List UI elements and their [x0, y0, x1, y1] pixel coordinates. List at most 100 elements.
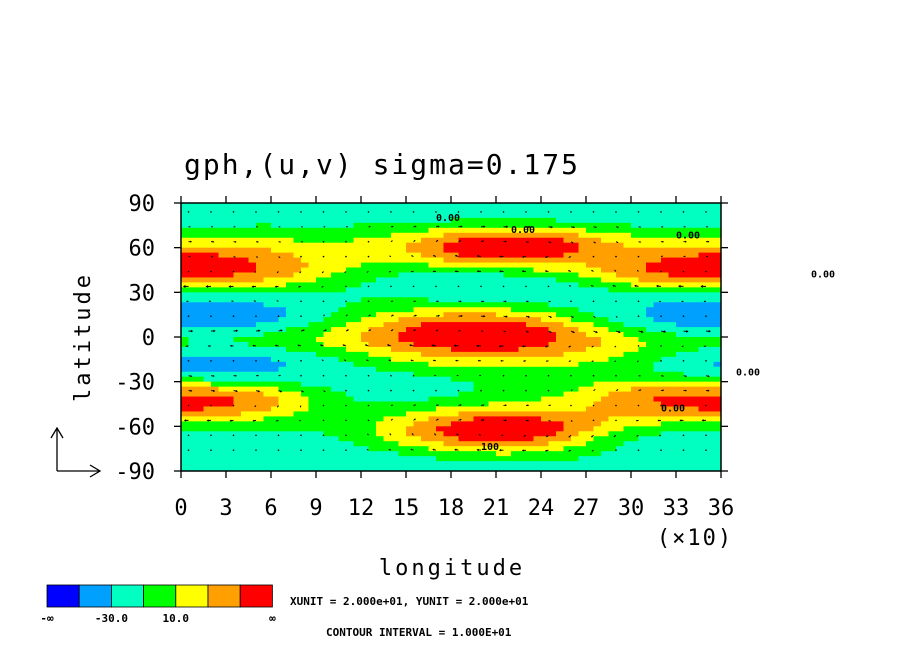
heatmap-cell: [451, 421, 565, 427]
heatmap-cell: [631, 232, 721, 239]
vector-arrow: [615, 226, 620, 228]
vector-arrow: [502, 211, 505, 213]
heatmap-cell: [608, 391, 721, 398]
heatmap-cell: [601, 267, 647, 274]
vector-arrow: [638, 375, 641, 377]
vector-arrow: [592, 419, 595, 422]
vector-arrow: [521, 270, 527, 273]
heatmap-cell: [436, 426, 565, 432]
heatmap-cell: [548, 327, 580, 333]
heatmap-cell: [181, 411, 242, 418]
vector-arrow: [233, 256, 236, 258]
vector-arrow: [454, 270, 459, 273]
heatmap-cell: [286, 346, 347, 353]
heatmap-cell: [593, 381, 721, 388]
heatmap-cell: [518, 346, 587, 353]
heatmap-cell: [413, 307, 512, 313]
vector-arrow: [682, 270, 685, 273]
heatmap-cell: [571, 436, 595, 442]
contour-label: 0.00: [811, 269, 835, 280]
heatmap-cell: [676, 332, 721, 338]
heatmap-cell: [646, 267, 721, 274]
vector-arrow: [388, 359, 392, 362]
heatmap-cell: [473, 386, 580, 393]
vector-arrow: [210, 404, 212, 407]
vector-arrow: [503, 225, 509, 228]
heatmap-cell: [346, 322, 385, 328]
heatmap-cell: [586, 346, 640, 353]
heatmap-cell: [563, 446, 617, 452]
vector-arrow: [229, 344, 234, 347]
heatmap-cell: [346, 346, 392, 353]
vector-arrow: [321, 285, 324, 288]
vector-arrow: [521, 449, 527, 452]
vector-arrow: [658, 300, 662, 303]
heatmap-cell: [608, 317, 655, 323]
heatmap-cell: [646, 307, 721, 313]
y-tick-label: -60: [115, 415, 155, 440]
x-tick-label: 36: [708, 496, 735, 521]
colorbar-swatch: [239, 584, 273, 608]
vector-arrow: [500, 434, 504, 437]
heatmap-cell: [428, 396, 542, 403]
heatmap-cell: [421, 436, 460, 442]
vector-arrow: [431, 344, 437, 347]
heatmap-cell: [316, 337, 362, 343]
vector-arrow: [278, 374, 282, 377]
vector-arrow: [705, 211, 707, 213]
vector-arrow: [210, 240, 215, 243]
vector-arrow: [187, 434, 190, 437]
heatmap-cell: [181, 421, 377, 427]
heatmap-cell: [443, 232, 580, 239]
x-tick-label: 6: [264, 496, 277, 521]
colorbar-label: -30.0: [95, 612, 128, 625]
heatmap-cell: [661, 421, 721, 427]
heatmap-cell: [346, 287, 610, 293]
vector-arrow: [660, 389, 665, 392]
vector-arrow: [344, 271, 347, 273]
heatmap-cell: [458, 391, 565, 398]
vector-arrow: [368, 225, 371, 228]
vector-arrow: [187, 270, 190, 273]
vector-arrow: [300, 374, 302, 377]
heatmap-cell: [181, 207, 721, 214]
vector-arrow: [480, 315, 486, 318]
vector-arrow: [390, 300, 394, 302]
vector-arrow: [435, 211, 437, 213]
vector-arrow: [205, 285, 212, 288]
heatmap-cell: [271, 247, 407, 254]
vector-arrow: [476, 270, 482, 273]
vector-arrow: [322, 374, 325, 377]
vector-arrow: [593, 226, 598, 229]
vector-arrow: [681, 300, 684, 303]
heatmap-cell: [458, 411, 721, 418]
vector-arrow: [233, 226, 236, 228]
heatmap-cell: [181, 322, 257, 328]
heatmap-cell: [623, 351, 677, 358]
vector-arrow: [705, 389, 710, 392]
heatmap-cell: [601, 341, 647, 348]
y-tick-label: 60: [129, 237, 156, 262]
vector-arrow: [705, 330, 711, 333]
heatmap-cell: [181, 332, 265, 338]
vector-arrow: [433, 374, 437, 377]
heatmap-cell: [286, 312, 332, 318]
vector-arrow: [210, 434, 212, 437]
heatmap-cell: [631, 282, 721, 288]
heatmap-cell: [361, 317, 400, 323]
heatmap-cell: [181, 361, 287, 368]
vector-arrow: [255, 449, 257, 451]
vector-arrow: [545, 434, 549, 438]
vector-arrow: [322, 404, 325, 407]
heatmap-cell: [586, 227, 721, 234]
colorbar-swatch: [143, 584, 177, 608]
heatmap-cell: [271, 406, 310, 413]
vector-arrow: [274, 285, 279, 288]
vector-arrow: [188, 226, 191, 228]
heatmap-cell: [263, 391, 302, 398]
heatmap-cell: [436, 406, 587, 413]
x-tick-label: 24: [528, 496, 555, 521]
vector-arrow: [229, 419, 234, 422]
heatmap-cell: [181, 351, 317, 358]
contour-label: 100: [481, 442, 499, 453]
